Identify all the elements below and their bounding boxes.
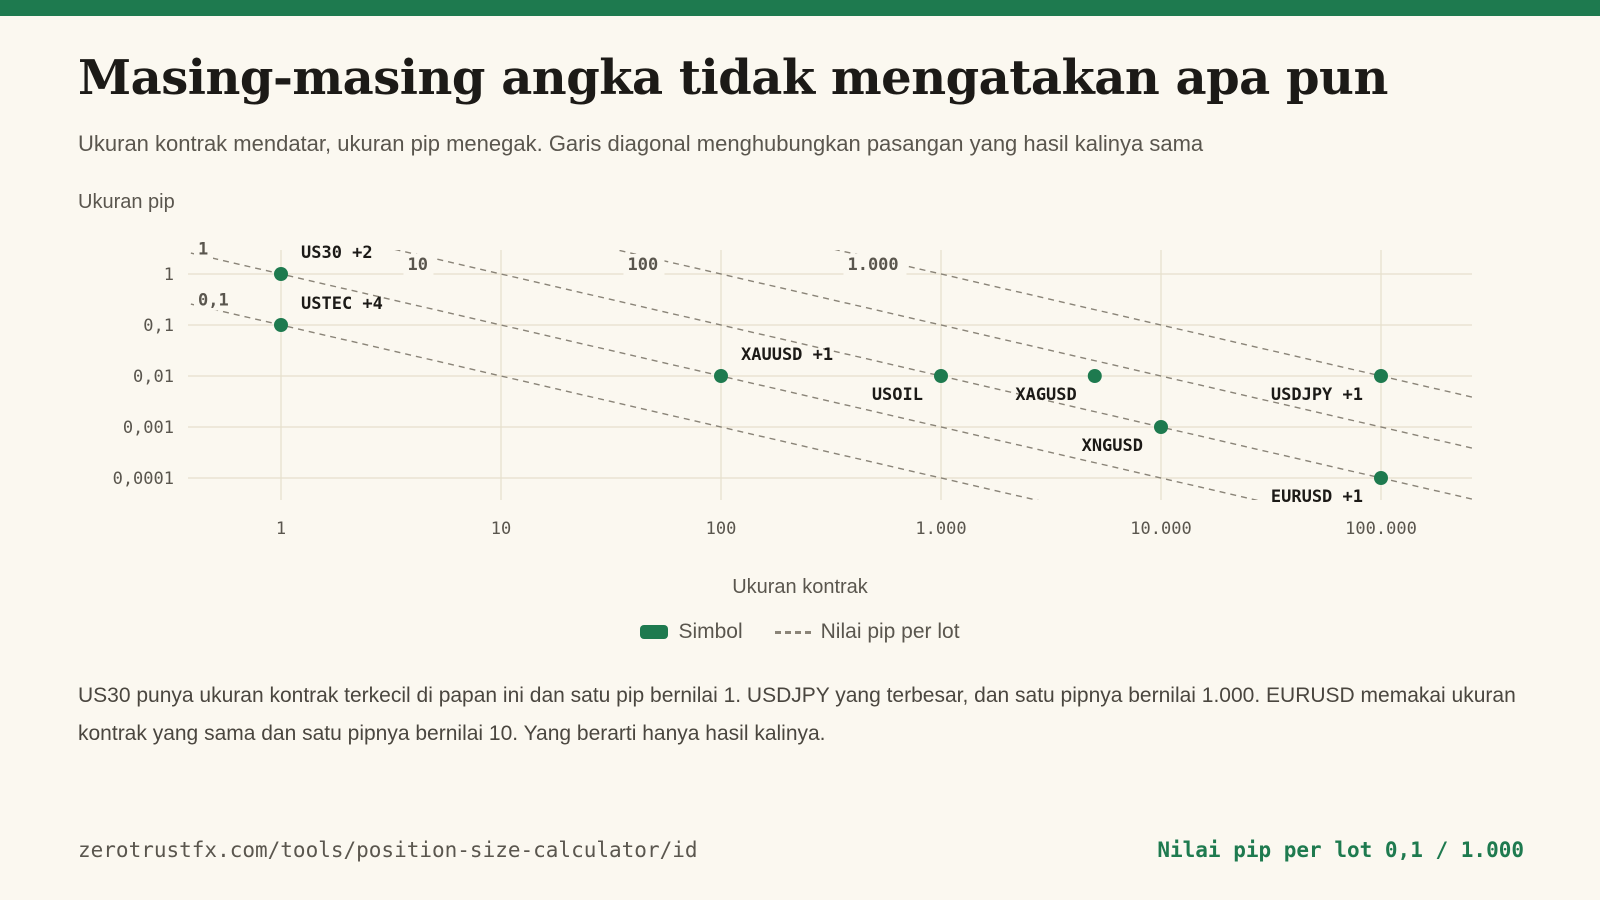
data-point: [934, 369, 948, 383]
diagonal-line: [394, 250, 1472, 500]
legend-item-points: Simbol: [640, 620, 743, 644]
diagonal-label-bg: [403, 254, 434, 275]
diagonal-label-bg: [843, 254, 907, 275]
page-title: Masing-masing angka tidak mengatakan apa…: [78, 50, 1388, 106]
data-point-label: XAGUSD: [1015, 385, 1076, 405]
data-point: [1154, 420, 1168, 434]
data-point-label: US30 +2: [301, 243, 373, 263]
diagonal-line: [188, 302, 1040, 500]
diagonal-layer: 0,1 1 10 100 1.000: [188, 238, 1472, 500]
page-subtitle: Ukuran kontrak mendatar, ukuran pip mene…: [78, 131, 1204, 156]
data-point-label: USTEC +4: [301, 294, 383, 314]
diagonal-label: 10: [407, 255, 427, 275]
legend-item-lines: Nilai pip per lot: [774, 620, 960, 644]
diagonal-lines: [188, 250, 1472, 500]
legend-label-lines: Nilai pip per lot: [820, 620, 960, 643]
diagonal-label: 1: [198, 239, 208, 259]
legend-label-points: Simbol: [678, 620, 743, 643]
point-layer: US30 +2 USTEC +4 XAUUSD +1 USOIL XAGUSD XNGUS…: [274, 243, 1388, 507]
footer-url: zerotrustfx.com/tools/position-size-calc…: [78, 838, 698, 862]
legend: Simbol Nilai pip per lot: [0, 620, 1600, 644]
y-tick-label: 0,0001: [113, 469, 174, 489]
diagonal-line: [834, 250, 1472, 398]
tick-layer: 1 10 100 1.000 10.000 100.000 1 0,1 0,01 0,001 0,0…: [113, 265, 1417, 539]
x-tick-label: 10: [491, 519, 511, 539]
diagonal-label: 1.000: [847, 255, 898, 275]
data-point: [1087, 369, 1102, 383]
diagonal-label: 0,1: [198, 290, 229, 310]
x-tick-label: 100: [706, 519, 737, 539]
y-tick-label: 1: [164, 265, 174, 285]
y-axis-label: Ukuran pip: [78, 191, 175, 213]
y-tick-label: 0,1: [143, 316, 174, 336]
data-point-label: EURUSD +1: [1271, 487, 1363, 507]
data-point: [274, 318, 288, 332]
diagonal-label-bg: [623, 254, 665, 275]
diagonal-label-bg: [194, 238, 213, 260]
x-axis-label: Ukuran kontrak: [732, 576, 868, 598]
footer-badge: Nilai pip per lot 0,1 / 1.000: [1157, 838, 1524, 862]
data-point-label: XNGUSD: [1082, 436, 1143, 456]
data-point-label: XAUUSD +1: [741, 345, 833, 365]
diagonal-label: 100: [627, 255, 658, 275]
explanation-note: US30 punya ukuran kontrak terkecil di pa…: [78, 684, 1516, 745]
data-point-label: USOIL: [872, 385, 923, 405]
legend-swatch-points: [640, 625, 669, 639]
diagonal-label-bg: [194, 289, 235, 311]
y-tick-label: 0,01: [133, 367, 174, 387]
diagonal-line: [614, 250, 1472, 449]
x-tick-label: 1.000: [915, 519, 966, 539]
data-point: [1374, 369, 1388, 383]
data-point: [1374, 471, 1388, 485]
y-tick-label: 0,001: [123, 418, 174, 438]
x-tick-label: 10.000: [1130, 519, 1191, 539]
x-tick-label: 1: [276, 519, 286, 539]
diagonal-line: [188, 251, 1260, 500]
x-tick-label: 100.000: [1345, 519, 1417, 539]
data-point-label: USDJPY +1: [1271, 385, 1363, 405]
grid-layer: [188, 250, 1472, 500]
legend-swatch-lines: [774, 630, 811, 634]
data-point: [274, 267, 288, 281]
data-point: [714, 369, 728, 383]
top-accent-bar: [0, 0, 1600, 16]
